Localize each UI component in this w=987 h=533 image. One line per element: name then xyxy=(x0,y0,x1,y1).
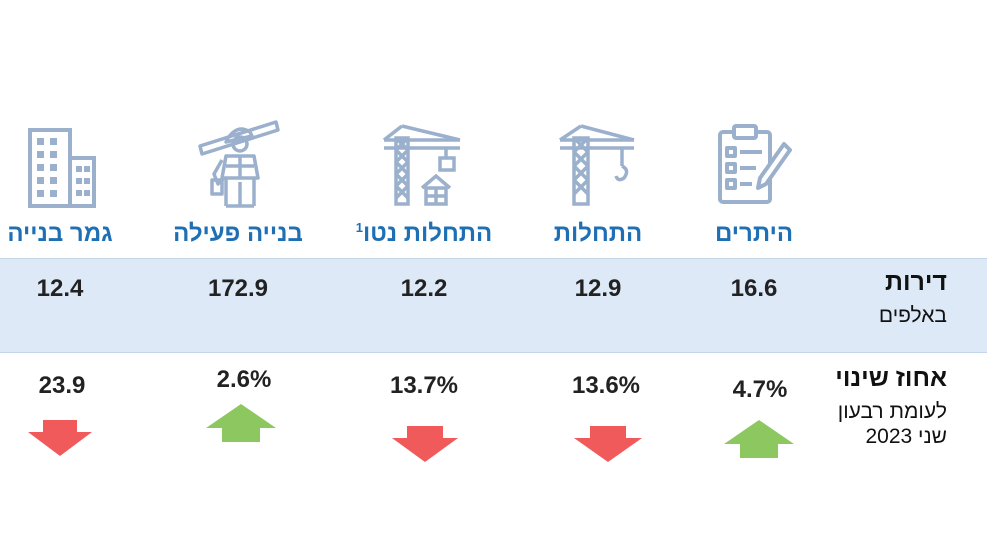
dwellings-row-band xyxy=(0,258,987,353)
crane-building-icon xyxy=(382,124,461,206)
change-permits: 4.7% xyxy=(732,376,788,403)
construction-worker-icon xyxy=(198,120,280,208)
change-active-building: 2.6% xyxy=(216,366,272,393)
column-title-net-starts: התחלות נטו1 xyxy=(344,220,504,248)
row-label-dwellings-unit: באלפים xyxy=(878,304,947,327)
row-label-change-main: אחוז שינוי xyxy=(835,364,947,392)
column-title-permits: היתרים xyxy=(714,220,794,247)
value-permits: 16.6 xyxy=(730,275,778,302)
row-label-change-sub1: לעומת רבעון xyxy=(837,400,947,423)
column-title-active-building: בנייה פעילה xyxy=(173,220,303,247)
crane-icon xyxy=(559,124,635,206)
change-net-starts: 13.7% xyxy=(389,372,459,399)
row-label-dwellings: דירות באלפים xyxy=(879,268,947,328)
arrow-down-icon xyxy=(28,420,92,456)
arrow-up-icon xyxy=(206,404,276,442)
arrow-down-icon xyxy=(574,426,642,462)
row-label-change-sub2: שני 2023 xyxy=(865,425,947,448)
value-starts: 12.9 xyxy=(574,275,622,302)
row-label-dwellings-main: דירות xyxy=(885,268,947,296)
footnote-marker: 1 xyxy=(355,220,363,235)
clipboard-checklist-icon xyxy=(718,124,792,204)
building-icon xyxy=(28,128,96,208)
value-completions: 12.4 xyxy=(36,275,84,302)
value-active-building: 172.9 xyxy=(207,275,269,302)
arrow-down-icon xyxy=(392,426,458,462)
column-title-starts: התחלות xyxy=(553,220,643,247)
change-completions: 23.9 xyxy=(38,372,86,399)
column-title-completions: גמר בנייה xyxy=(7,220,113,247)
column-title-net-starts-text: התחלות נטו xyxy=(363,220,493,247)
value-net-starts: 12.2 xyxy=(400,275,448,302)
change-starts: 13.6% xyxy=(571,372,641,399)
row-label-change: אחוז שינוי לעומת רבעון שני 2023 xyxy=(835,364,947,449)
arrow-up-icon xyxy=(724,420,794,458)
